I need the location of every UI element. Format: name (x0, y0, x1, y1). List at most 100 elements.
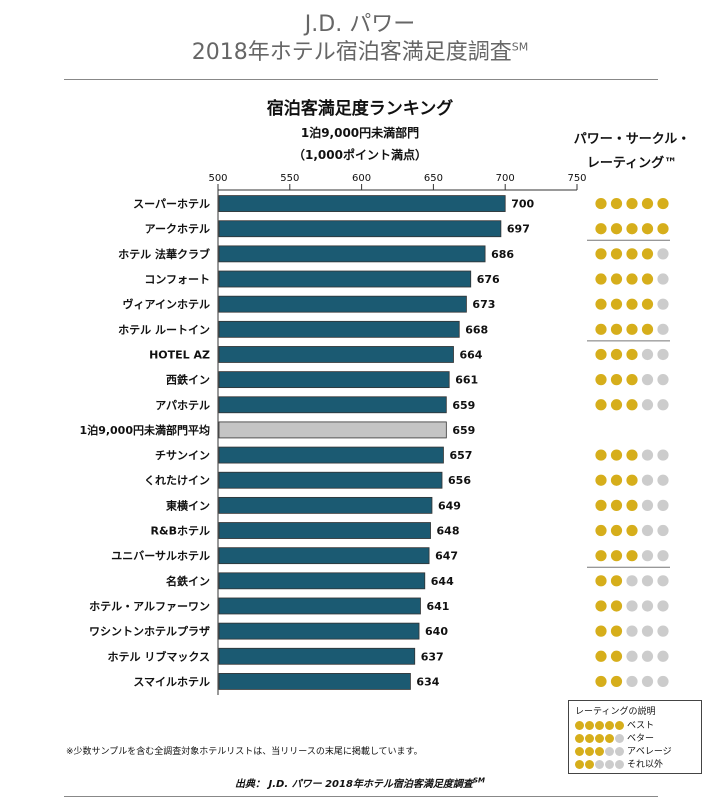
rating-dot-empty (641, 675, 654, 688)
legend-dot-filled (585, 733, 594, 743)
category-label: コンフォート (144, 273, 210, 286)
x-tick-label: 700 (496, 173, 515, 184)
bar (218, 220, 502, 238)
rating-dot-empty (641, 449, 654, 461)
category-label: 名鉄イン (166, 574, 210, 588)
rating-dot-empty (641, 600, 654, 612)
rating-dot-filled (610, 449, 623, 461)
rating-dot-filled (595, 323, 607, 335)
rating-dot-filled (610, 374, 623, 386)
category-label: 1泊9,000円未満部門平均 (80, 423, 210, 437)
bar (218, 446, 444, 464)
rating-dot-empty (657, 575, 669, 587)
rating-dot-empty (657, 273, 669, 285)
category-label: チサンイン (155, 449, 210, 462)
rating-dot-filled (610, 600, 623, 612)
rating-dot-empty (626, 575, 638, 587)
rating-dot-filled (610, 524, 623, 537)
rating-dot-empty (641, 550, 654, 562)
bar (218, 673, 411, 690)
rating-dot-filled (626, 449, 638, 461)
bar (218, 195, 506, 212)
rating-dot-filled (595, 524, 607, 537)
rating-dot-empty (626, 625, 638, 637)
legend-label: ベター (627, 734, 655, 744)
value-label: 673 (472, 298, 495, 311)
legend-dot-filled (585, 746, 594, 756)
rating-dot-empty (657, 524, 669, 537)
rating-dot-filled (641, 223, 654, 235)
value-label: 686 (491, 248, 514, 261)
rating-dot-filled (610, 650, 623, 662)
category-label: HOTEL AZ (149, 348, 210, 361)
legend-dot-filled (575, 759, 584, 769)
rating-dot-empty (641, 374, 654, 386)
bar (218, 396, 447, 414)
category-label: アークホテル (145, 223, 210, 236)
rating-dot-empty (641, 524, 654, 537)
rating-dot-empty (641, 474, 654, 486)
x-tick-label: 750 (567, 173, 586, 184)
category-label: ホテル 法華クラブ (118, 247, 210, 261)
legend-dot-filled (595, 720, 604, 730)
bar (218, 245, 486, 263)
rating-dot-empty (626, 650, 638, 662)
rating-dot-filled (595, 197, 607, 210)
rating-dot-filled (610, 550, 623, 562)
category-label: ホテル リブマックス (108, 649, 211, 663)
rating-dot-empty (657, 550, 669, 562)
value-label: 647 (435, 550, 458, 563)
legend-dot-empty (605, 746, 614, 756)
bar (218, 320, 460, 338)
value-label: 657 (449, 449, 472, 462)
rating-legend: レーティングの説明 ベスト ベター アベレージ それ以外 (568, 700, 702, 774)
legend-label: それ以外 (627, 760, 664, 770)
source-credit: 出典： J.D. パワー 2018年ホテル宿泊客満足度調査SM (0, 775, 720, 790)
rating-dot-filled (626, 399, 638, 411)
rating-dot-filled (626, 524, 638, 537)
rating-dot-empty (657, 298, 669, 310)
value-label: 664 (460, 348, 483, 361)
rating-dot-filled (610, 323, 623, 335)
rating-dot-filled (595, 675, 607, 688)
value-label: 644 (431, 575, 454, 588)
value-label: 634 (416, 675, 439, 688)
rating-dot-filled (595, 223, 607, 235)
rating-dot-filled (610, 197, 623, 210)
rating-dot-filled (610, 399, 623, 411)
bar (218, 572, 426, 590)
value-label: 661 (455, 374, 478, 387)
value-label: 641 (426, 600, 449, 613)
legend-dot-filled (585, 759, 594, 769)
rating-dot-filled (641, 298, 654, 310)
value-label: 668 (465, 323, 488, 336)
rating-dot-filled (595, 625, 607, 637)
category-label: ユニバーサルホテル (111, 550, 210, 563)
legend-dot-filled (605, 733, 614, 743)
x-tick-label: 550 (280, 173, 299, 184)
legend-dot-filled (605, 720, 614, 730)
legend-row-best: ベスト (575, 718, 654, 732)
rating-dot-empty (626, 675, 638, 688)
bar (218, 647, 416, 665)
value-label: 700 (511, 198, 534, 211)
rating-dot-filled (641, 273, 654, 285)
source-mark: SM (472, 776, 485, 785)
category-label: 西鉄イン (166, 373, 210, 387)
rating-dot-filled (610, 625, 623, 637)
rating-dot-empty (657, 248, 669, 260)
rating-dot-filled (657, 197, 669, 210)
rating-dot-filled (610, 575, 623, 587)
category-label: スーパーホテル (133, 198, 210, 211)
legend-dot-filled (595, 746, 604, 756)
rating-dot-filled (626, 374, 638, 386)
rating-dot-filled (595, 550, 607, 562)
rating-dot-filled (595, 248, 607, 260)
legend-label: ベスト (627, 721, 655, 731)
page-title-text: 2018年ホテル宿泊客満足度調査 (191, 40, 512, 65)
legend-dot-filled (615, 720, 624, 730)
legend-dot-filled (595, 733, 604, 743)
category-label: ワシントンホテルプラザ (89, 624, 210, 638)
bar (218, 270, 472, 288)
rating-dot-filled (595, 273, 607, 285)
